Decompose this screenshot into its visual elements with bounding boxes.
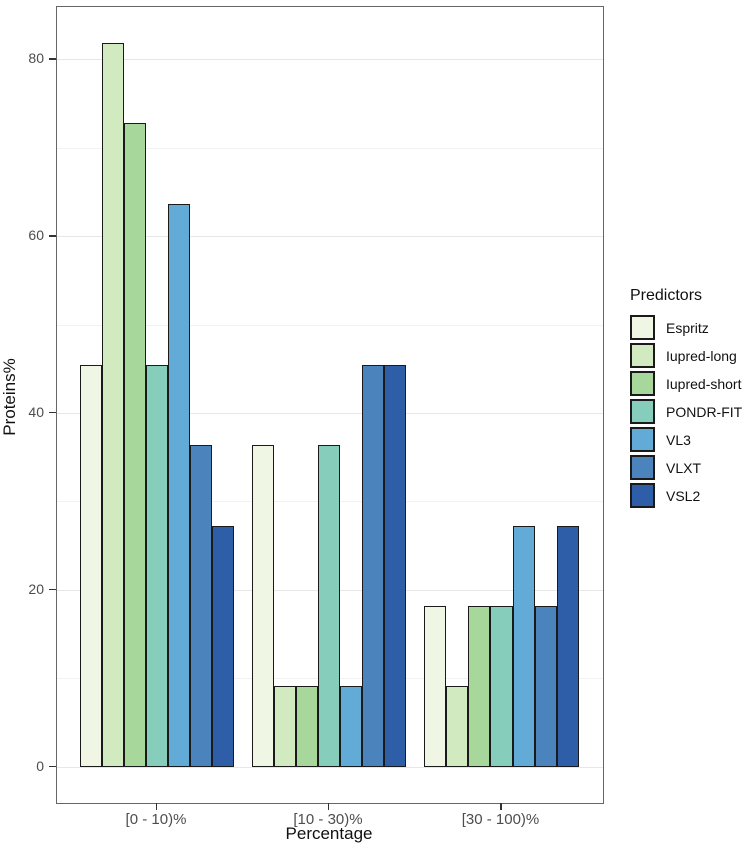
major-gridline [57,59,603,61]
bar-vsl2-group2 [384,364,407,767]
x-axis-title: Percentage [285,824,373,843]
y-tick-label: 20 [28,580,44,597]
legend-swatch [630,427,655,452]
major-gridline [57,766,603,768]
bar-iupred-short-group1 [123,123,146,767]
legend-label: VL3 [666,431,691,448]
bar-vlxt-group2 [362,364,385,767]
y-axis-tick [49,411,56,414]
bar-vlxt-group1 [190,445,213,767]
legend-label: Iupred-long [666,347,737,364]
legend-label: Iupred-short [666,375,742,392]
bar-iupred-long-group2 [273,686,296,767]
y-tick-label: 0 [36,757,44,774]
legend-item-iupred-short: Iupred-short [630,371,742,396]
legend-item-espritz: Espritz [630,315,742,340]
bar-espritz-group1 [79,364,102,767]
y-tick-label: 80 [28,50,44,67]
bar-vsl2-group1 [212,525,235,767]
y-axis-tick [49,235,56,237]
legend-title: Predictors [630,287,703,304]
x-tick-label: [10 - 30)% [293,811,363,828]
bar-pondr-fit-group2 [317,445,341,767]
x-axis-tick [500,803,502,810]
legend-label: VLXT [666,459,702,476]
bar-espritz-group2 [251,445,274,767]
bar-iupred-long-group1 [101,43,124,767]
x-tick-label: [0 - 10)% [125,811,187,828]
legend-swatch [630,343,655,368]
minor-gridline [57,147,603,149]
bar-vl3-group2 [340,686,363,767]
legend-item-vlxt: VLXT [630,455,742,480]
major-gridline [57,412,603,414]
legend-label: VSL2 [666,487,701,504]
bar-iupred-short-group3 [468,605,491,767]
legend-items: Espritz Iupred-long Iupred-short PONDR-FIT V… [630,315,742,508]
y-tick-label: 60 [28,227,44,244]
major-gridline [57,236,603,238]
bar-vlxt-group3 [534,605,557,767]
bar-vl3-group1 [168,203,191,767]
legend-swatch [630,315,655,340]
legend-swatch [630,483,655,508]
legend-swatch [630,371,655,396]
y-axis-tick [49,588,56,591]
legend-item-vsl2: VSL2 [630,483,742,508]
legend-label: PONDR-FIT [666,403,743,420]
x-axis-tick [155,803,158,810]
bar-espritz-group3 [424,605,447,767]
bar-vsl2-group3 [556,525,579,767]
x-tick-label: [30 - 100)% [461,811,540,828]
y-tick-label: 40 [28,403,44,420]
legend-swatch [630,399,655,424]
plot-panel [56,6,604,804]
bar-iupred-long-group3 [446,686,469,767]
legend: Predictors Espritz Iupred-long Iupred-shor… [630,287,742,511]
y-axis-tick [49,58,56,60]
x-axis-tick [327,803,330,810]
bar-pondr-fit-group3 [490,605,513,767]
legend-item-pondr-fit: PONDR-FIT [630,399,742,424]
y-axis-tick [49,765,56,768]
bar-pondr-fit-group1 [145,364,169,767]
bar-vl3-group3 [512,525,535,767]
legend-item-iupred-long: Iupred-long [630,343,742,368]
bar-iupred-short-group2 [295,686,318,767]
legend-item-vl3: VL3 [630,427,742,452]
legend-swatch [630,455,655,480]
legend-label: Espritz [666,319,709,336]
minor-gridline [57,324,603,326]
y-axis-title: Proteins% [0,358,19,436]
